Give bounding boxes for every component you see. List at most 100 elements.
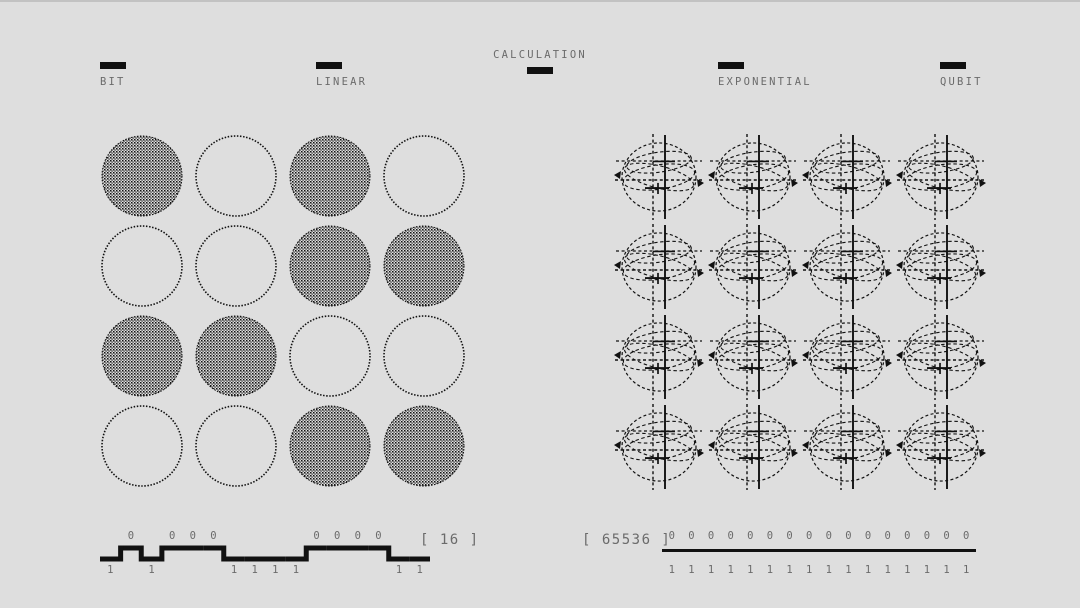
quantum-digit-one: 1	[727, 564, 734, 576]
bloch-sphere-icon	[896, 313, 990, 403]
binary-digit-zero: 0	[189, 530, 196, 542]
bloch-sphere-icon	[614, 223, 708, 313]
binary-digit-zero: 0	[169, 530, 176, 542]
bit-circle-filled	[286, 403, 380, 493]
bit-circle-filled	[286, 133, 380, 223]
quantum-digit-one: 1	[747, 564, 754, 576]
label-exponential: EXPONENTIAL	[718, 62, 812, 89]
qubit-dash-marker	[940, 62, 966, 69]
bloch-sphere-icon	[614, 133, 708, 223]
bit-circle-filled	[192, 313, 286, 403]
bit-circle-empty	[98, 403, 192, 493]
label-qubit: QUBIT	[940, 62, 983, 89]
quantum-digit-zero: 0	[963, 530, 970, 542]
quantum-digit-zero: 0	[786, 530, 793, 542]
bloch-sphere-icon	[802, 133, 896, 223]
bloch-sphere-icon	[896, 403, 990, 493]
qubit-label-text: QUBIT	[940, 76, 983, 88]
bit-circle-filled	[380, 403, 474, 493]
binary-digit-zero: 0	[127, 530, 135, 542]
superposition-line	[662, 549, 976, 552]
bit-circle-empty	[192, 133, 286, 223]
bit-circle-grid	[98, 133, 474, 493]
label-bit: BIT	[100, 62, 126, 89]
quantum-digit-one: 1	[825, 564, 832, 576]
bit-circle-empty	[380, 313, 474, 403]
bloch-sphere-icon	[802, 403, 896, 493]
quantum-digit-zero: 0	[845, 530, 852, 542]
quantum-capacity-label: [ 65536 ]	[582, 532, 672, 548]
binary-digit-one: 1	[416, 564, 423, 576]
binary-digit-zero: 0	[334, 530, 341, 542]
quantum-digit-zero: 0	[727, 530, 734, 542]
linear-label-text: LINEAR	[316, 76, 368, 88]
quantum-digit-zero: 0	[707, 530, 715, 542]
bit-label-text: BIT	[100, 76, 126, 88]
quantum-digit-one: 1	[963, 564, 970, 576]
quantum-digit-zero: 0	[904, 530, 911, 542]
binary-digit-one: 1	[251, 564, 258, 576]
quantum-digit-zero: 0	[884, 530, 891, 542]
quantum-digit-one: 1	[668, 564, 675, 576]
calculation-dash-marker	[527, 67, 553, 74]
quantum-digit-one: 1	[864, 564, 872, 576]
quantum-digit-zero: 0	[806, 530, 813, 542]
bloch-sphere-icon	[708, 223, 802, 313]
binary-digit-one: 1	[272, 564, 279, 576]
quantum-digit-zero: 0	[766, 530, 774, 542]
bit-circle-filled	[98, 313, 192, 403]
bloch-sphere-icon	[896, 133, 990, 223]
quantum-digit-zero: 0	[825, 530, 832, 542]
quantum-waveform: 0 1 0 1 0 1 0 1 0 1 0 1 0 1 0 1 0 1 0 1 0 1 0 1 0 1 0 1 0 1 0 1	[662, 518, 976, 586]
bit-circle-empty	[286, 313, 380, 403]
binary-waveform-svg	[100, 545, 430, 562]
bloch-sphere-icon	[708, 403, 802, 493]
qubit-sphere-grid	[614, 133, 990, 493]
calculation-label-text: CALCULATION	[493, 49, 587, 61]
bloch-sphere-icon	[708, 313, 802, 403]
quantum-digit-one: 1	[943, 564, 950, 576]
bit-dash-marker	[100, 62, 126, 69]
exponential-dash-marker	[718, 62, 744, 69]
bit-circle-filled	[98, 133, 192, 223]
bloch-sphere-icon	[802, 223, 896, 313]
bloch-sphere-icon	[614, 403, 708, 493]
quantum-digit-zero: 0	[923, 530, 931, 542]
bloch-sphere-icon	[896, 223, 990, 313]
quantum-digit-one: 1	[845, 564, 852, 576]
quantum-digit-one: 1	[904, 564, 911, 576]
quantum-digit-zero: 0	[864, 530, 872, 542]
quantum-digit-one: 1	[766, 564, 774, 576]
quantum-digit-one: 1	[707, 564, 715, 576]
quantum-digit-zero: 0	[668, 530, 675, 542]
quantum-digit-zero: 0	[943, 530, 950, 542]
label-calculation: CALCULATION	[478, 48, 602, 74]
quantum-digit-one: 1	[884, 564, 891, 576]
quantum-digit-one: 1	[806, 564, 813, 576]
binary-digit-one: 1	[292, 564, 300, 576]
binary-digit-zero: 0	[354, 530, 361, 542]
quantum-digit-one: 1	[786, 564, 793, 576]
binary-digit-zero: 0	[375, 530, 382, 542]
binary-digit-one: 1	[107, 564, 114, 576]
quantum-digit-one: 1	[688, 564, 695, 576]
label-linear: LINEAR	[316, 62, 367, 89]
bit-circle-filled	[380, 223, 474, 313]
bit-circle-empty	[380, 133, 474, 223]
binary-digit-one: 1	[395, 564, 403, 576]
bloch-sphere-icon	[802, 313, 896, 403]
quantum-digit-zero: 0	[747, 530, 754, 542]
bit-circle-empty	[98, 223, 192, 313]
binary-digit-zero: 0	[210, 530, 217, 542]
binary-waveform: 1 0 1 0 0 0 1 1 1 1 0 0 0 0 1 1	[96, 518, 486, 586]
binary-digit-one: 1	[148, 564, 155, 576]
bit-circle-empty	[192, 223, 286, 313]
bit-circle-filled	[286, 223, 380, 313]
binary-digit-zero: 0	[313, 530, 320, 542]
bit-circle-empty	[192, 403, 286, 493]
top-divider	[0, 0, 1080, 2]
linear-dash-marker	[316, 62, 342, 69]
binary-digit-one: 1	[230, 564, 238, 576]
exponential-label-text: EXPONENTIAL	[718, 76, 812, 88]
